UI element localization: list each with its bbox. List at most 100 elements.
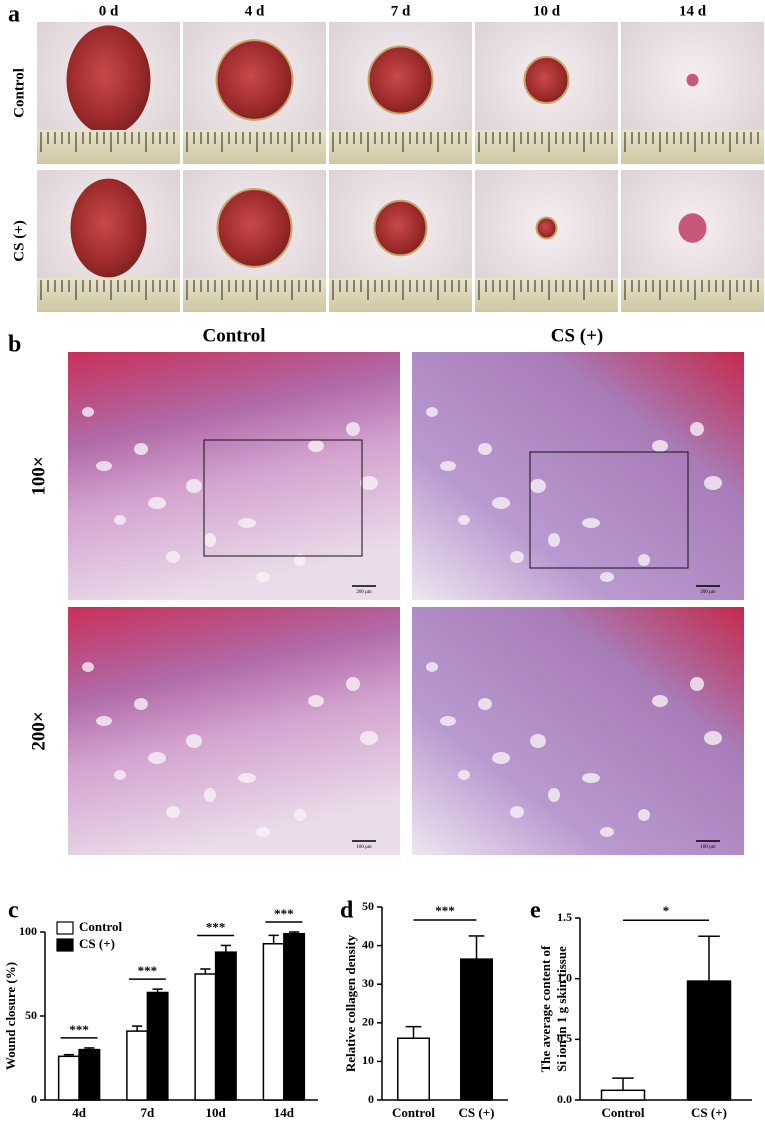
x-tick-label: Control <box>392 1105 435 1120</box>
tissue-vacuole <box>294 809 306 821</box>
tissue-vacuole <box>238 518 256 528</box>
tissue-vacuole <box>360 476 378 490</box>
ruler <box>621 130 764 164</box>
x-tick-label: Control <box>601 1105 644 1120</box>
tissue-vacuole <box>134 698 148 710</box>
bar <box>214 951 237 1101</box>
histology-image <box>68 352 400 600</box>
zoom-box <box>529 451 689 569</box>
y-tick-label: 100 <box>19 924 37 938</box>
legend-label: Control <box>79 919 122 934</box>
tissue-vacuole <box>426 662 438 672</box>
tissue-vacuole <box>652 695 668 707</box>
tissue-vacuole <box>148 497 166 509</box>
tissue-vacuole <box>478 443 492 455</box>
wound <box>373 199 428 257</box>
legend-swatch <box>56 921 74 935</box>
photo-panel <box>37 22 764 855</box>
column-label: 14 d <box>679 3 707 19</box>
ruler <box>183 278 326 312</box>
wound <box>66 25 151 135</box>
tissue-vacuole <box>166 551 180 563</box>
y-tick-label: 1.5 <box>557 910 572 924</box>
x-tick-label: 4d <box>72 1105 87 1120</box>
y-axis-title: Wound closure (%) <box>3 962 18 1070</box>
tissue-vacuole <box>204 788 216 802</box>
bar <box>57 1055 80 1101</box>
tissue-vacuole <box>548 788 560 802</box>
y-tick-label: 0.0 <box>557 1092 572 1106</box>
significance-label: *** <box>274 906 294 921</box>
ruler <box>183 130 326 164</box>
wound <box>535 216 558 240</box>
tissue-vacuole <box>600 827 614 837</box>
tissue-vacuole <box>530 734 546 748</box>
x-tick-label: 10d <box>206 1105 227 1120</box>
bar <box>126 1030 149 1101</box>
tissue-vacuole <box>690 677 704 691</box>
scale-bar-label: 100 μm <box>700 845 715 850</box>
column-label: 4 d <box>245 3 265 19</box>
y-tick-label: 1.0 <box>557 970 572 984</box>
wound <box>678 213 707 243</box>
ruler <box>475 278 618 312</box>
scale-bar-label: 200 μm <box>700 590 715 595</box>
y-tick-label: 50 <box>362 899 374 913</box>
wound <box>215 39 294 121</box>
bar <box>460 958 493 1101</box>
histology-image <box>412 607 744 855</box>
histology-image <box>412 352 744 600</box>
y-axis-title: The average content of <box>538 945 553 1072</box>
tissue-vacuole <box>510 806 524 818</box>
y-tick-label: 40 <box>362 937 374 951</box>
tissue-vacuole <box>346 677 360 691</box>
tissue-vacuole <box>548 533 560 547</box>
wound <box>686 73 699 87</box>
legend-label: CS (+) <box>79 936 115 951</box>
x-tick-label: CS (+) <box>691 1105 727 1120</box>
tissue-vacuole <box>652 440 668 452</box>
y-axis-title: Relative collagen density <box>343 934 358 1072</box>
tissue-vacuole <box>82 662 94 672</box>
wound <box>216 188 293 268</box>
y-tick-label: 50 <box>25 1008 37 1022</box>
x-tick-label: 7d <box>141 1105 156 1120</box>
tissue-vacuole <box>186 734 202 748</box>
significance-label: * <box>663 903 670 918</box>
tissue-vacuole <box>294 554 306 566</box>
ruler <box>621 278 764 312</box>
y-tick-label: 20 <box>362 1015 374 1029</box>
tissue-vacuole <box>530 479 546 493</box>
ruler <box>329 130 472 164</box>
x-tick-label: CS (+) <box>459 1105 495 1120</box>
tissue-vacuole <box>458 770 470 780</box>
ruler <box>475 130 618 164</box>
column-label: Control <box>203 325 266 346</box>
tissue-vacuole <box>166 806 180 818</box>
y-axis-title: Si ion in 1 g skin tissue <box>554 946 569 1072</box>
tissue-vacuole <box>582 773 600 783</box>
row-label: CS (+) <box>11 220 27 261</box>
tissue-vacuole <box>256 572 270 582</box>
panel-label: d <box>340 898 354 924</box>
tissue-vacuole <box>440 461 456 471</box>
panel-label: a <box>8 2 20 28</box>
column-label: 7 d <box>391 3 411 19</box>
column-label: CS (+) <box>551 325 604 346</box>
tissue-vacuole <box>114 770 126 780</box>
ruler <box>37 278 180 312</box>
scale-bar-label: 100 μm <box>356 845 371 850</box>
wound <box>70 178 147 278</box>
x-tick-label: 14d <box>274 1105 295 1120</box>
tissue-vacuole <box>96 716 112 726</box>
row-label: 100× <box>28 456 49 495</box>
significance-label: *** <box>435 903 455 918</box>
tissue-vacuole <box>256 827 270 837</box>
bar <box>78 1048 101 1101</box>
tissue-vacuole <box>704 731 722 745</box>
tissue-vacuole <box>96 461 112 471</box>
panel-label: e <box>530 898 541 924</box>
tissue-vacuole <box>426 407 438 417</box>
tissue-vacuole <box>638 809 650 821</box>
panel-label: c <box>8 898 19 924</box>
